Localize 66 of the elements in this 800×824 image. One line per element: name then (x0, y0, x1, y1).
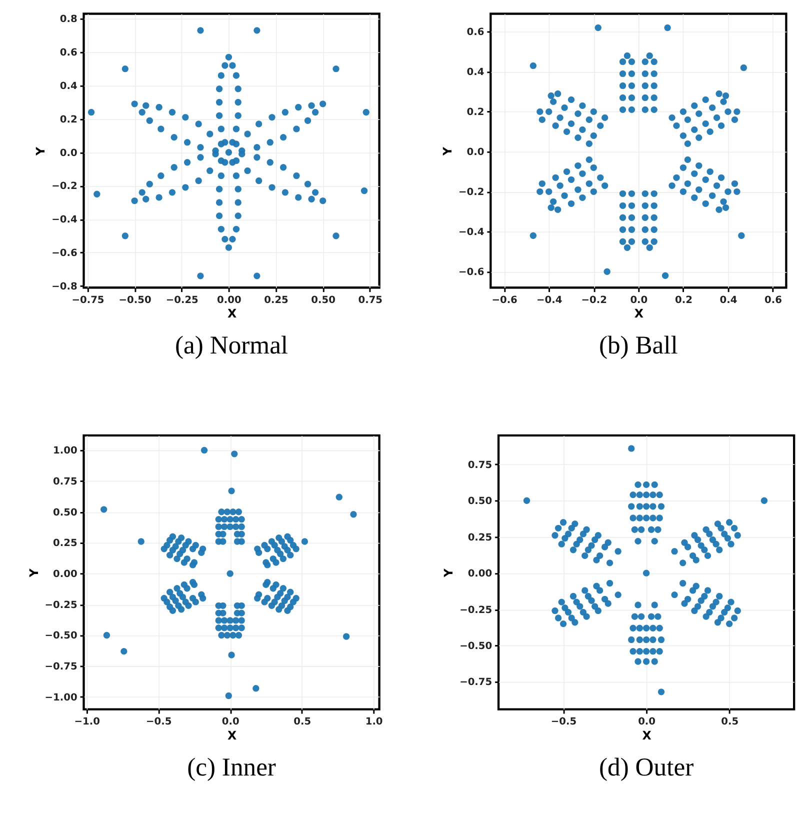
x-tick-label: −1.0 (74, 716, 100, 728)
y-tick-label: −0.25 (44, 600, 78, 611)
y-axis-title: Y (442, 568, 456, 578)
y-tick-label: 0.50 (53, 507, 78, 518)
y-tick-label: −0.6 (52, 248, 78, 259)
x-axis-title: X (227, 728, 237, 742)
x-axis-title: X (642, 728, 652, 742)
y-tick-label: 0.25 (468, 532, 492, 544)
y-axis-title: Y (440, 146, 455, 156)
x-tick-label: −0.5 (146, 716, 172, 728)
y-tick-label: 0.4 (466, 67, 484, 78)
x-tick-label: 0.75 (358, 294, 383, 306)
x-axis-title: X (634, 306, 644, 321)
text: (c) Inner (187, 752, 276, 782)
text: (a) Normal (174, 330, 288, 360)
x-tick-label: 1.0 (365, 716, 383, 728)
y-tick-label: −0.2 (52, 181, 78, 192)
x-tick-label: −0.25 (166, 294, 199, 306)
y-tick-label: −0.4 (52, 214, 78, 226)
y-tick-label: 0.00 (53, 569, 78, 580)
text: (b) Ball (598, 330, 678, 360)
x-tick-label: 0.6 (764, 294, 782, 306)
y-tick-label: −0.75 (44, 662, 78, 673)
x-tick-label: 0.5 (721, 716, 739, 728)
y-tick-label: 0.0 (60, 148, 78, 159)
x-tick-label: −0.4 (536, 294, 562, 306)
x-axis-title: X (227, 306, 237, 321)
y-tick-label: 0.2 (466, 107, 484, 118)
x-tick-label: 0.5 (294, 716, 312, 728)
y-axis-title: Y (26, 568, 41, 578)
y-tick-label: −0.25 (460, 604, 492, 616)
y-tick-label: 0.4 (60, 80, 78, 92)
x-tick-label: −0.2 (581, 294, 607, 306)
y-tick-label: 0.50 (468, 496, 492, 508)
y-tick-label: −0.4 (458, 227, 484, 238)
y-tick-label: 0.00 (468, 568, 492, 580)
x-tick-label: 0.4 (720, 294, 738, 306)
x-tick-label: 0.0 (630, 294, 648, 306)
x-tick-label: 0.0 (638, 716, 656, 728)
x-tick-label: 0.25 (264, 294, 289, 306)
y-tick-label: 0.75 (53, 476, 78, 488)
text: (d) Outer (599, 752, 694, 782)
y-tick-label: −0.8 (52, 281, 78, 292)
y-tick-label: −0.50 (460, 640, 492, 652)
y-tick-label: 0.8 (60, 14, 78, 26)
y-tick-label: 0.6 (60, 48, 78, 59)
y-tick-label: 0.25 (53, 538, 78, 550)
x-tick-label: −0.6 (492, 294, 518, 306)
y-tick-label: 0.75 (468, 460, 492, 471)
x-tick-label: −0.50 (118, 294, 152, 306)
y-tick-label: −1.00 (44, 692, 78, 704)
y-tick-label: 1.00 (53, 446, 78, 457)
x-tick-label: 0.0 (222, 716, 240, 728)
x-tick-label: 0.00 (217, 294, 242, 306)
y-tick-label: 0.2 (60, 114, 78, 126)
y-tick-label: 0.0 (466, 147, 484, 158)
y-tick-label: −0.2 (458, 187, 484, 198)
y-tick-label: −0.50 (44, 630, 78, 642)
y-tick-label: −0.6 (458, 267, 484, 278)
x-tick-label: −0.5 (550, 716, 577, 728)
x-tick-label: −0.75 (72, 294, 104, 306)
x-tick-label: 0.50 (311, 294, 336, 306)
y-tick-label: 0.6 (466, 27, 484, 38)
x-tick-label: 0.2 (674, 294, 692, 306)
y-tick-label: −0.75 (460, 677, 492, 688)
y-axis-title: Y (34, 146, 48, 156)
